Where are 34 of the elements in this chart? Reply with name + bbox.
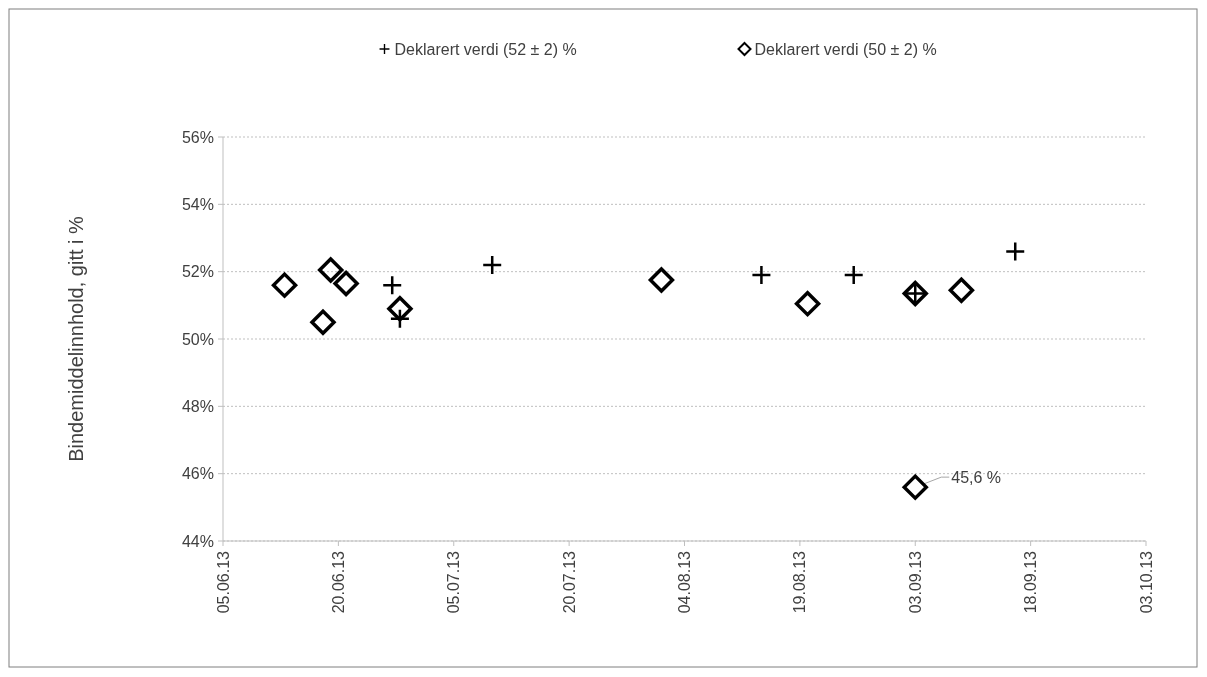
point	[387, 295, 413, 322]
y-tick-label: 54%	[181, 195, 214, 213]
x-tick-label: 05.07.13	[445, 550, 463, 614]
point	[310, 309, 336, 335]
y-tick-label: 48%	[181, 397, 214, 415]
point	[1004, 241, 1026, 262]
point	[648, 267, 675, 293]
x-tick-label: 03.09.13	[906, 550, 924, 614]
point	[843, 264, 864, 286]
legend-label: Deklarert verdi (52 ± 2) %	[394, 40, 577, 58]
x-tick-label: 20.06.13	[329, 550, 347, 614]
point	[271, 272, 298, 298]
y-tick-label: 50%	[181, 330, 214, 348]
point	[902, 474, 928, 500]
y-tick-label: 52%	[181, 263, 214, 281]
legend-label: Deklarert verdi (50 ± 2) %	[754, 40, 937, 58]
point	[794, 290, 821, 317]
y-tick-label: 46%	[181, 465, 214, 483]
x-tick-label: 18.09.13	[1022, 550, 1040, 614]
point	[317, 257, 344, 283]
point	[333, 270, 359, 297]
x-tick-label: 04.08.13	[676, 550, 694, 614]
x-tick-label: 03.10.13	[1137, 550, 1155, 614]
point	[751, 264, 772, 286]
y-tick-label: 44%	[181, 532, 214, 550]
x-tick-label: 05.06.13	[214, 550, 232, 614]
y-tick-label: 56%	[181, 128, 214, 146]
annotation: 45,6 %	[951, 468, 1002, 486]
point	[381, 274, 403, 296]
y-axis-title: Bindemiddelinnhold, gitt i %	[65, 215, 87, 462]
point	[481, 254, 503, 276]
point	[948, 277, 975, 303]
x-tick-label: 19.08.13	[791, 550, 809, 614]
x-tick-label: 20.07.13	[560, 550, 578, 614]
